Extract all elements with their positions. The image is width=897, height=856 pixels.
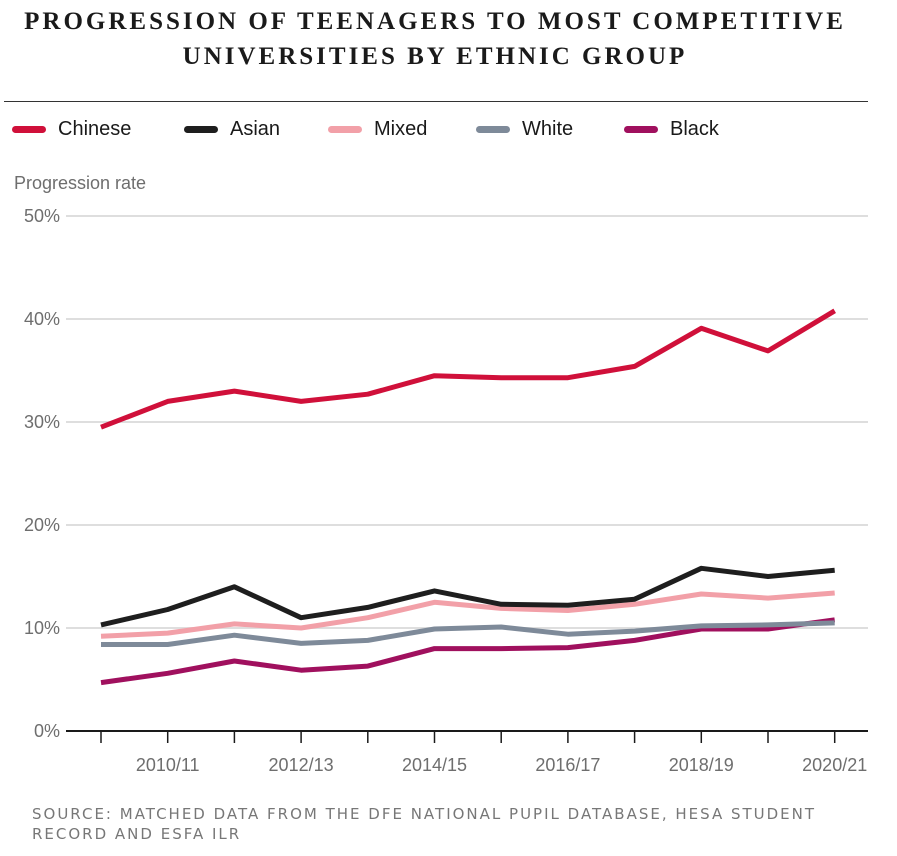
legend-item-black: Black (624, 116, 719, 142)
line-chart: Progression rate 0% 10% 20% 30% 40% 50% 2010/11… (14, 173, 868, 775)
legend-swatch-black (624, 125, 658, 133)
legend: Chinese Asian Mixed White Black (12, 116, 872, 142)
x-tick-label-5: 2020/21 (802, 755, 867, 775)
y-axis-label: Progression rate (14, 173, 146, 193)
legend-label-black: Black (670, 117, 719, 140)
legend-item-mixed: Mixed (328, 116, 427, 142)
x-tick-label-4: 2018/19 (669, 755, 734, 775)
title-divider (4, 101, 868, 102)
legend-item-chinese: Chinese (12, 116, 131, 142)
y-tick-label-0: 0% (34, 721, 60, 741)
x-tick-label-2: 2014/15 (402, 755, 467, 775)
chart-title: PROGRESSION OF TEENAGERS TO MOST COMPETI… (0, 4, 870, 74)
series-line-black (100, 617, 836, 686)
y-tick-label-10: 10% (24, 618, 60, 638)
series-line-asian (100, 565, 835, 628)
series-line-white (101, 620, 835, 647)
x-tick-label-3: 2016/17 (535, 755, 600, 775)
legend-label-white: White (522, 117, 574, 140)
y-tick-label-40: 40% (24, 309, 60, 329)
legend-swatch-mixed (328, 125, 362, 133)
legend-item-asian: Asian (184, 116, 280, 142)
x-tick-label-0: 2010/11 (136, 755, 200, 775)
legend-swatch-asian (184, 125, 218, 133)
legend-swatch-chinese (12, 125, 46, 133)
series-line-chinese (100, 308, 836, 430)
y-tick-label-20: 20% (24, 515, 60, 535)
chart-title-line-2: UNIVERSITIES BY ETHNIC GROUP (182, 43, 688, 70)
y-tick-label-30: 30% (24, 412, 60, 432)
legend-label-asian: Asian (230, 117, 281, 140)
legend-swatch-white (476, 125, 510, 133)
x-tick-label-1: 2012/13 (269, 755, 334, 775)
y-tick-label-50: 50% (24, 206, 60, 226)
legend-item-white: White (476, 116, 573, 142)
source-note: SOURCE: MATCHED DATA FROM THE DFE NATION… (32, 805, 817, 843)
legend-label-mixed: Mixed (374, 117, 428, 140)
chart-title-line-1: PROGRESSION OF TEENAGERS TO MOST COMPETI… (24, 8, 846, 35)
legend-label-chinese: Chinese (58, 117, 132, 140)
series-line-mixed (100, 590, 835, 639)
